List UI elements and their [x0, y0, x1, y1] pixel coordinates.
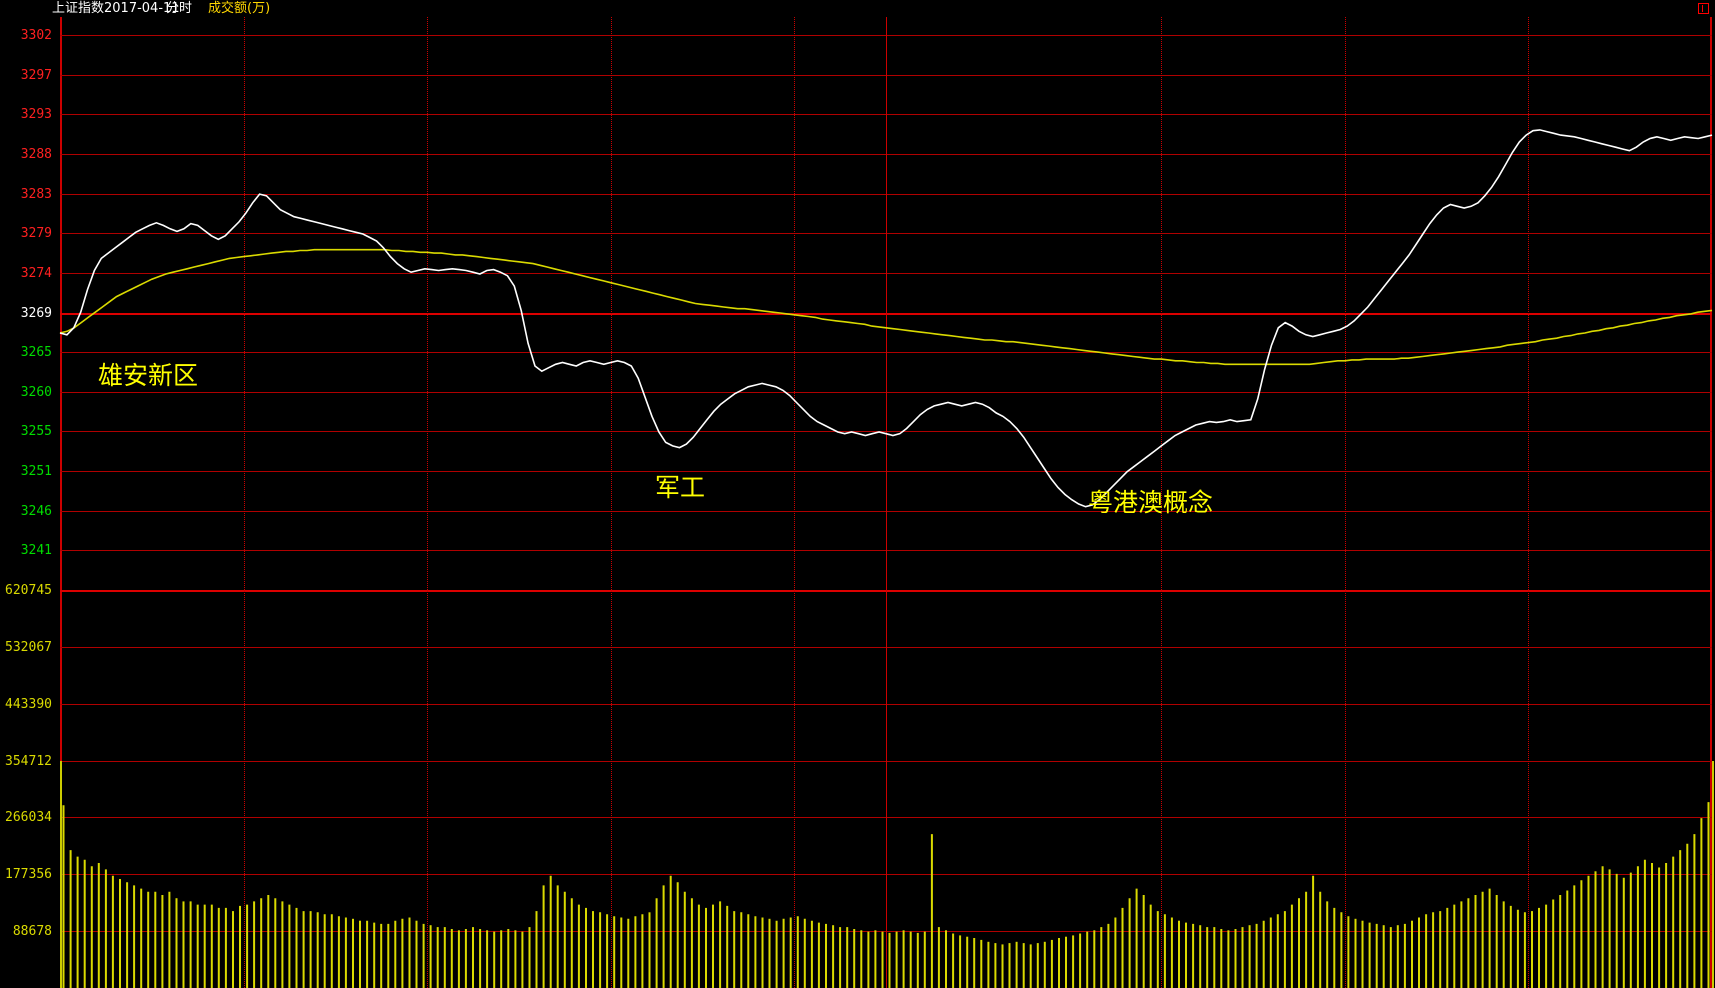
volume-tick-left: 88678 [12, 924, 52, 939]
index-name-label: 上证指数 [52, 1, 105, 16]
gridline-vertical [1161, 590, 1163, 988]
gridline-vertical [427, 17, 429, 590]
price-tick-left: 3241 [20, 543, 52, 558]
volume-axis-line [1712, 760, 1714, 988]
price-tick-left: 3297 [20, 68, 52, 83]
volume-tick-left: 532067 [5, 640, 52, 655]
price-tick-left: 3274 [20, 266, 52, 281]
gridline-vertical [1345, 17, 1347, 590]
gridline-vertical [1528, 590, 1530, 988]
price-tick-left: 3283 [20, 187, 52, 202]
price-tick-left: 3265 [20, 345, 52, 360]
volume-tick-left: 354712 [5, 754, 52, 769]
gridline-vertical [1528, 17, 1530, 590]
volume-axis-line [60, 760, 62, 988]
gridline-vertical [611, 17, 613, 590]
chart-annotation: 雄安新区 [98, 361, 199, 390]
price-tick-left: 3260 [20, 385, 52, 400]
price-line [59, 129, 1713, 508]
chart-mode-label: 分时 [166, 1, 193, 16]
gridline-vertical [886, 590, 888, 988]
volume-unit-label: 成交额(万) [208, 1, 271, 16]
gridline-vertical [794, 17, 796, 590]
gridline-vertical [794, 590, 796, 988]
price-panel-frame [60, 17, 1712, 590]
average-price-line [59, 248, 1713, 366]
gridline-vertical [1161, 17, 1163, 590]
price-tick-left: 3293 [20, 107, 52, 122]
chart-header: 上证指数 2017-04-11 分时 成交额(万) [0, 0, 1715, 17]
volume-tick-left: 177356 [5, 867, 52, 882]
gridline-vertical [611, 590, 613, 988]
price-tick-left: 3251 [20, 464, 52, 479]
volume-tick-left: 620745 [5, 583, 52, 598]
volume-tick-left: 443390 [5, 697, 52, 712]
gridline-vertical [244, 590, 246, 988]
price-tick-left: 3288 [20, 147, 52, 162]
gridline-vertical [427, 590, 429, 988]
gridline-vertical [886, 17, 888, 590]
price-tick-left: 3255 [20, 424, 52, 439]
price-tick-left: 3246 [20, 504, 52, 519]
close-box-icon[interactable] [1698, 3, 1709, 14]
price-tick-left: 3269 [20, 306, 52, 321]
chart-annotation: 粤港澳概念 [1088, 488, 1214, 517]
chart-date-label: 2017-04-11 [104, 1, 180, 16]
gridline-vertical [244, 17, 246, 590]
price-tick-left: 3279 [20, 226, 52, 241]
price-tick-left: 3302 [20, 28, 52, 43]
gridline-vertical [1345, 590, 1347, 988]
volume-bars [62, 802, 1710, 988]
chart-annotation: 军工 [655, 473, 706, 502]
volume-tick-left: 266034 [5, 810, 52, 825]
